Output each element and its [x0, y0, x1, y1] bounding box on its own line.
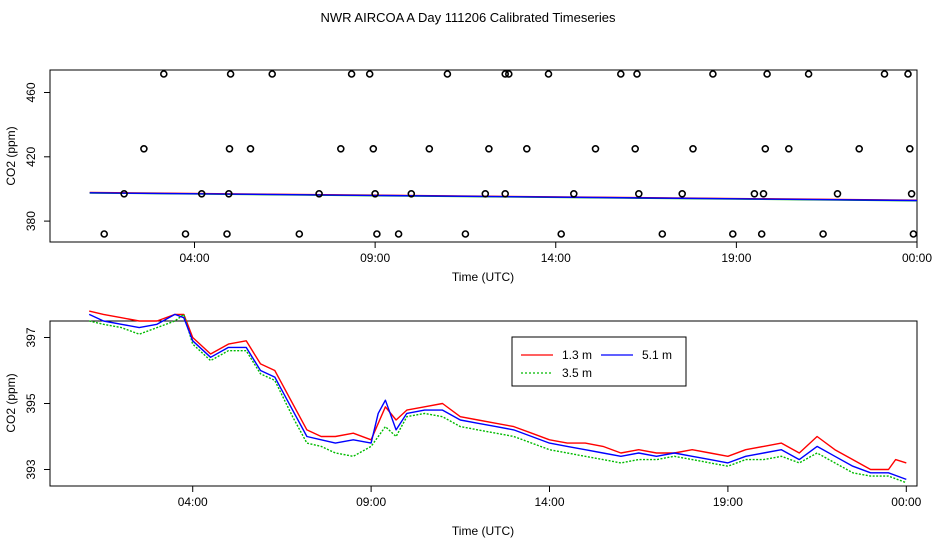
scatter-point	[336, 145, 345, 153]
x-tick-label: 19:00	[721, 251, 751, 265]
scatter-point	[347, 70, 356, 78]
top-y-axis-label: CO2 (ppm)	[4, 126, 18, 185]
scatter-point	[909, 230, 918, 238]
scatter-point	[634, 190, 643, 198]
legend: 1.3 m 3.5 m 5.1 m	[511, 336, 687, 387]
scatter-point	[369, 145, 378, 153]
legend-box	[511, 336, 687, 387]
scatter-point	[407, 190, 416, 198]
scatter-point	[425, 145, 434, 153]
scatter-point	[855, 145, 864, 153]
scatter-point	[160, 70, 168, 78]
scatter-point	[443, 70, 452, 78]
scatter-point	[880, 70, 889, 78]
scatter-point	[689, 145, 697, 153]
scatter-point	[504, 70, 513, 78]
y-tick-label: 420	[24, 146, 38, 166]
scatter-point	[223, 230, 231, 238]
scatter-point	[522, 145, 531, 153]
scatter-point	[295, 230, 304, 238]
top-panel-scatter: Time (UTC) CO2 (ppm) 04:00 09:00 14:00 19:0…	[4, 69, 932, 284]
x-tick-label: 00:00	[902, 251, 932, 265]
scatter-point	[481, 190, 490, 198]
scatter-point	[757, 230, 766, 238]
scatter-point	[557, 230, 566, 238]
scatter-point	[819, 230, 827, 238]
y-tick-label: 395	[24, 393, 38, 413]
scatter-point	[750, 190, 759, 198]
x-tick-label: 04:00	[179, 251, 209, 265]
scatter-point	[763, 70, 771, 78]
scatter-point	[591, 145, 600, 153]
scatter-point	[225, 145, 234, 153]
scatter-point	[569, 190, 578, 198]
x-tick-label: 19:00	[713, 495, 743, 509]
scatter-point	[759, 190, 768, 198]
scatter-point	[784, 145, 793, 153]
series-line-1-3-m	[89, 310, 907, 471]
scatter-point	[140, 145, 148, 153]
scatter-point	[907, 190, 916, 198]
y-tick-label: 393	[24, 459, 38, 479]
series-line-5-1-m	[88, 313, 907, 481]
x-tick-label: 14:00	[541, 251, 571, 265]
scatter-point	[100, 230, 108, 238]
scatter-point	[371, 190, 379, 198]
legend-label-1-3m: 1.3 m	[562, 348, 592, 362]
y-tick-label: 380	[24, 211, 38, 231]
x-tick-label: 09:00	[356, 495, 386, 509]
scatter-point	[633, 70, 641, 78]
scatter-point	[268, 70, 277, 78]
scatter-point	[120, 190, 128, 198]
scatter-point	[501, 190, 510, 198]
x-tick-label: 00:00	[891, 495, 921, 509]
scatter-point	[461, 230, 470, 238]
scatter-point	[616, 70, 625, 78]
scatter-point	[394, 230, 403, 238]
scatter-point	[315, 190, 323, 198]
bottom-panel-line: Time (UTC) CO2 (ppm) 1.3 m 3.5 m 5.1 m 0…	[4, 310, 922, 538]
scatter-point	[373, 230, 381, 238]
scatter-point	[904, 70, 912, 78]
legend-label-3-5m: 3.5 m	[562, 366, 592, 380]
scatter-point	[501, 70, 510, 78]
series-line-3-5-m	[89, 313, 907, 484]
scatter-point	[658, 230, 667, 238]
bottom-panel-frame	[49, 320, 918, 487]
scatter-point	[226, 70, 235, 78]
figure-title: NWR AIRCOA A Day 111206 Calibrated Times…	[320, 10, 616, 25]
x-tick-label: 09:00	[360, 251, 390, 265]
scatter-point	[833, 190, 842, 198]
scatter-point	[485, 145, 493, 153]
scatter-point	[905, 145, 914, 153]
scatter-point	[181, 230, 190, 238]
scatter-point	[246, 145, 255, 153]
y-tick-label: 397	[24, 327, 38, 347]
scatter-point	[728, 230, 737, 238]
scatter-point	[365, 70, 374, 78]
x-tick-label: 04:00	[178, 495, 208, 509]
scatter-point	[225, 190, 233, 198]
scatter-point	[544, 70, 553, 78]
x-tick-label: 14:00	[534, 495, 564, 509]
bottom-y-axis-label: CO2 (ppm)	[4, 373, 18, 432]
top-panel-frame	[49, 69, 918, 243]
scatter-point	[197, 190, 206, 198]
legend-label-5-1m: 5.1 m	[642, 348, 672, 362]
scatter-point	[709, 70, 717, 78]
scatter-point	[631, 145, 640, 153]
scatter-point	[761, 145, 770, 153]
y-tick-label: 460	[24, 82, 38, 102]
bottom-x-axis-label: Time (UTC)	[452, 524, 514, 538]
top-x-axis-label: Time (UTC)	[452, 270, 514, 284]
scatter-point	[678, 190, 687, 198]
scatter-point	[804, 70, 813, 78]
